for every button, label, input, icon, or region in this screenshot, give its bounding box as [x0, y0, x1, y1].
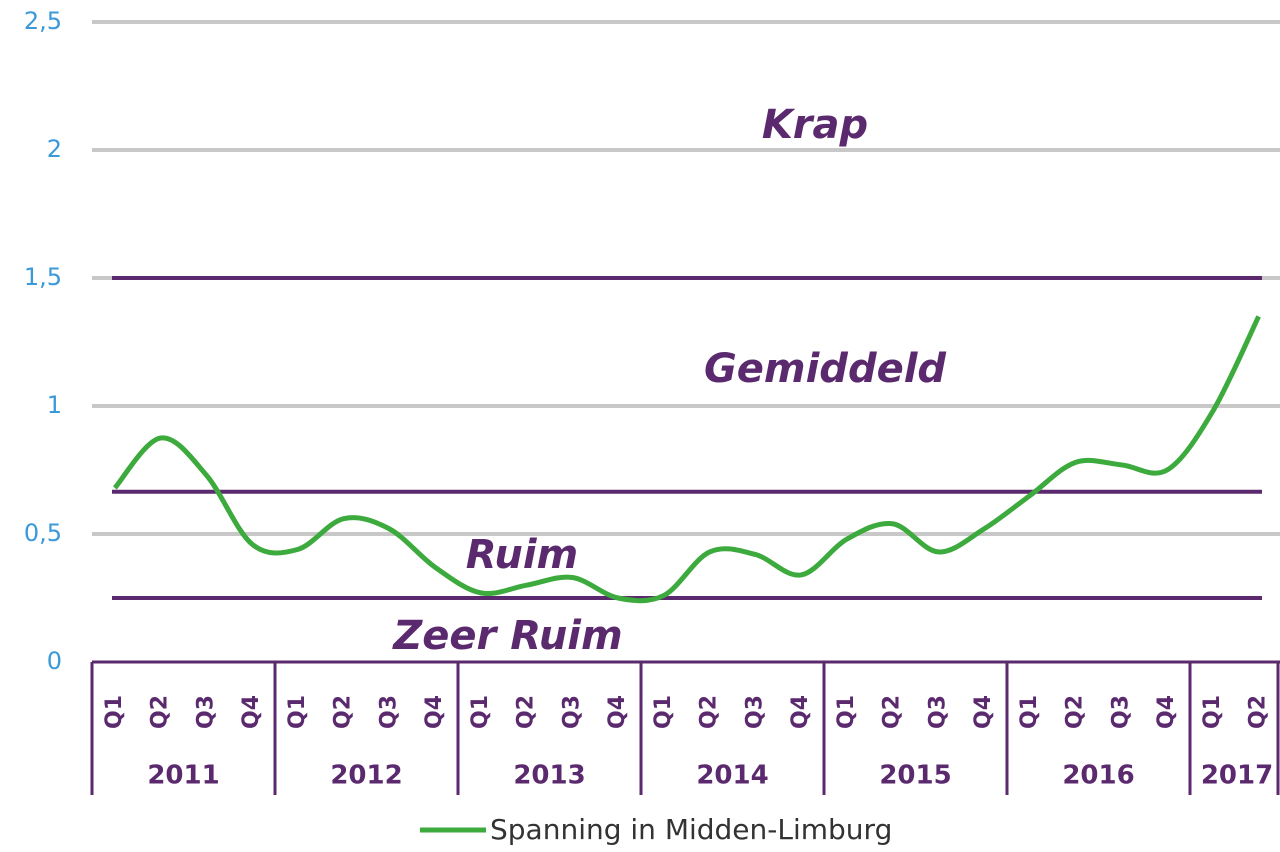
x-tick-label: Q4 — [788, 695, 813, 729]
x-group-label: 2016 — [1062, 761, 1134, 791]
x-tick-label: Q3 — [376, 695, 401, 729]
y-tick-label: 1 — [47, 391, 62, 419]
x-tick-label: Q2 — [514, 695, 539, 729]
y-tick-label: 2,5 — [24, 7, 62, 35]
x-group-label: 2014 — [696, 761, 768, 791]
x-tick-label: Q1 — [834, 695, 859, 729]
zone-label: Ruim — [466, 532, 578, 578]
x-tick-label: Q2 — [880, 695, 905, 729]
x-tick-label: Q2 — [1063, 695, 1088, 729]
x-tick-label: Q2 — [331, 695, 356, 729]
zone-label: Zeer Ruim — [391, 613, 622, 659]
x-tick-label: Q3 — [193, 695, 218, 729]
x-tick-label: Q4 — [239, 695, 264, 729]
x-tick-label: Q1 — [102, 695, 127, 729]
x-tick-label: Q4 — [422, 695, 447, 729]
legend-label: Spanning in Midden-Limburg — [490, 813, 892, 846]
x-tick-label: Q1 — [468, 695, 493, 729]
x-tick-label: Q2 — [148, 695, 173, 729]
line-series — [112, 315, 1261, 604]
x-tick-label: Q4 — [971, 695, 996, 729]
x-tick-label: Q4 — [605, 695, 630, 729]
x-tick-label: Q1 — [285, 695, 310, 729]
x-tick-label: Q2 — [1246, 695, 1271, 729]
x-group-label: 2011 — [147, 761, 219, 791]
x-group-label: 2015 — [879, 761, 951, 791]
x-group-label: 2017 — [1201, 761, 1273, 791]
y-tick-label: 2 — [47, 135, 62, 163]
x-tick-label: Q3 — [742, 695, 767, 729]
y-tick-label: 0,5 — [24, 519, 62, 547]
x-tick-label: Q4 — [1154, 695, 1179, 729]
x-tick-label: Q1 — [651, 695, 676, 729]
x-group-label: 2013 — [513, 761, 585, 791]
zone-label: Gemiddeld — [704, 346, 946, 392]
y-tick-label: 1,5 — [24, 263, 62, 291]
x-group-label: 2012 — [330, 761, 402, 791]
x-tick-label: Q1 — [1017, 695, 1042, 729]
x-tick-label: Q1 — [1200, 695, 1225, 729]
x-tick-label: Q3 — [1108, 695, 1133, 729]
y-tick-label: 0 — [47, 647, 62, 675]
x-tick-label: Q2 — [697, 695, 722, 729]
x-tick-label: Q3 — [925, 695, 950, 729]
x-tick-label: Q3 — [559, 695, 584, 729]
zone-label: Krap — [762, 102, 868, 148]
